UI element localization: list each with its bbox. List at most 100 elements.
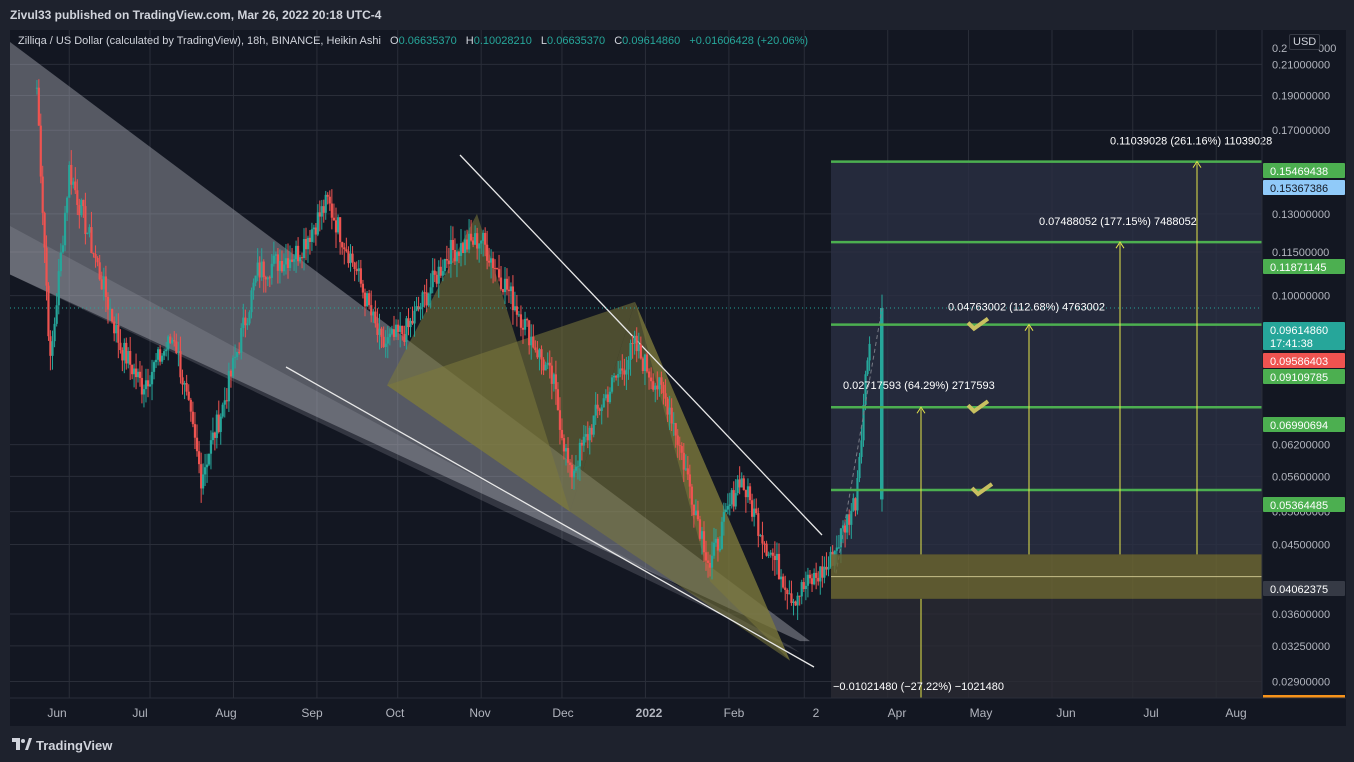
candle-body bbox=[106, 296, 110, 310]
price-tag bbox=[1263, 163, 1345, 178]
candle-body bbox=[678, 445, 681, 447]
candle-body bbox=[144, 380, 148, 390]
candle-body bbox=[763, 543, 766, 545]
candle-body bbox=[51, 341, 54, 356]
time-axis: Jun Jul Aug Sep Oct Nov Dec 2022 Feb 2 Apr May Jun Ju… bbox=[10, 697, 1346, 720]
tradingview-brand[interactable]: TradingView bbox=[12, 738, 112, 753]
candle-body bbox=[507, 289, 511, 292]
candle-body bbox=[796, 595, 799, 606]
candle-body bbox=[552, 374, 555, 384]
candle-body bbox=[515, 306, 518, 315]
candle-body bbox=[45, 247, 48, 286]
candle-body bbox=[102, 276, 105, 290]
candle-body bbox=[240, 328, 243, 353]
price-tag-label: 0.15367386 bbox=[1270, 183, 1328, 195]
candle-body bbox=[284, 258, 288, 265]
candle-body bbox=[495, 268, 499, 270]
candle-body bbox=[70, 164, 73, 185]
candle-body bbox=[451, 239, 455, 251]
candle-body bbox=[647, 371, 651, 378]
candle-body bbox=[686, 468, 689, 475]
price-tick-label: 000 bbox=[1318, 43, 1336, 55]
candle-body bbox=[564, 448, 568, 452]
candle-body bbox=[860, 440, 863, 458]
candle-body bbox=[78, 205, 81, 216]
candle-body bbox=[839, 528, 843, 548]
candle-body bbox=[443, 258, 446, 272]
candle-body bbox=[310, 229, 314, 242]
candle-body bbox=[181, 377, 184, 385]
candle-body bbox=[753, 508, 756, 517]
candle-body bbox=[742, 478, 745, 491]
candle-body bbox=[668, 407, 671, 415]
price-tag bbox=[1263, 180, 1345, 195]
price-chart[interactable]: 0.11039028 (261.16%) 11039028 0.07488052 … bbox=[10, 30, 1346, 726]
chart-area[interactable]: 0.11039028 (261.16%) 11039028 0.07488052 … bbox=[10, 30, 1346, 726]
candle-body bbox=[582, 436, 585, 446]
candle-body bbox=[542, 359, 545, 371]
candle-body bbox=[409, 320, 412, 328]
candle-body bbox=[806, 574, 810, 586]
candle-body bbox=[716, 538, 720, 551]
candle-body bbox=[386, 337, 389, 344]
candle-body bbox=[39, 125, 42, 177]
candle-body bbox=[177, 351, 180, 353]
candle-body bbox=[841, 525, 845, 529]
candle-body bbox=[662, 384, 665, 394]
candle-body bbox=[574, 466, 578, 471]
candle-body bbox=[590, 427, 593, 435]
candle-body bbox=[672, 423, 675, 425]
candle-body bbox=[403, 334, 406, 342]
candle-body bbox=[171, 340, 174, 343]
candle-body bbox=[570, 464, 574, 478]
candle-body bbox=[734, 493, 737, 507]
candle-body bbox=[270, 263, 273, 278]
candle-body bbox=[771, 552, 774, 556]
candle-body bbox=[35, 87, 39, 89]
target-label: 0.11039028 (261.16%) 11039028 bbox=[1110, 136, 1272, 148]
candle-body bbox=[165, 349, 168, 352]
price-tick-label: 0.05600000 bbox=[1272, 471, 1330, 483]
candle-body bbox=[63, 212, 67, 246]
check-icon bbox=[966, 317, 990, 332]
candle-body bbox=[136, 371, 140, 378]
time-tick-label: Aug bbox=[1225, 706, 1246, 720]
candle-body bbox=[372, 311, 375, 316]
candle-body bbox=[104, 276, 107, 297]
candle-body bbox=[233, 356, 237, 358]
candle-body bbox=[437, 266, 440, 284]
candle-body bbox=[324, 194, 327, 213]
harmonic-pattern-triangle bbox=[635, 301, 790, 661]
currency-button[interactable]: USD bbox=[1289, 34, 1321, 50]
candle-body bbox=[302, 238, 306, 259]
candle-body bbox=[724, 509, 727, 513]
candle-body bbox=[86, 232, 89, 235]
arrow-head bbox=[1115, 241, 1125, 249]
candle-body bbox=[336, 217, 340, 233]
candle-body bbox=[629, 343, 632, 361]
candle-body bbox=[183, 383, 186, 385]
price-tick-label: 0.13000000 bbox=[1272, 209, 1330, 221]
price-tick-label: 0.06200000 bbox=[1272, 440, 1330, 452]
candle-body bbox=[598, 408, 601, 411]
candle-body bbox=[185, 383, 188, 392]
publish-header: Zivul33 published on TradingView.com, Ma… bbox=[0, 0, 1354, 30]
candle-body bbox=[700, 531, 704, 539]
price-tag-label: 0.04062375 bbox=[1270, 584, 1328, 596]
candle-body bbox=[509, 286, 513, 292]
candle-body bbox=[449, 239, 452, 265]
candle-body bbox=[568, 462, 572, 465]
candle-body bbox=[835, 547, 838, 551]
candle-body bbox=[708, 562, 712, 568]
candle-body bbox=[278, 261, 282, 271]
symbol-title: Zilliqa / US Dollar (calculated by Tradi… bbox=[18, 35, 381, 47]
candle-body bbox=[656, 385, 659, 390]
candle-body bbox=[41, 176, 44, 213]
candle-body bbox=[670, 407, 673, 424]
candle-body bbox=[580, 442, 583, 446]
candle-body bbox=[810, 578, 814, 585]
candle-body bbox=[159, 349, 162, 362]
candle-body bbox=[645, 354, 649, 372]
candle-body bbox=[55, 305, 58, 324]
candle-body bbox=[493, 268, 497, 270]
